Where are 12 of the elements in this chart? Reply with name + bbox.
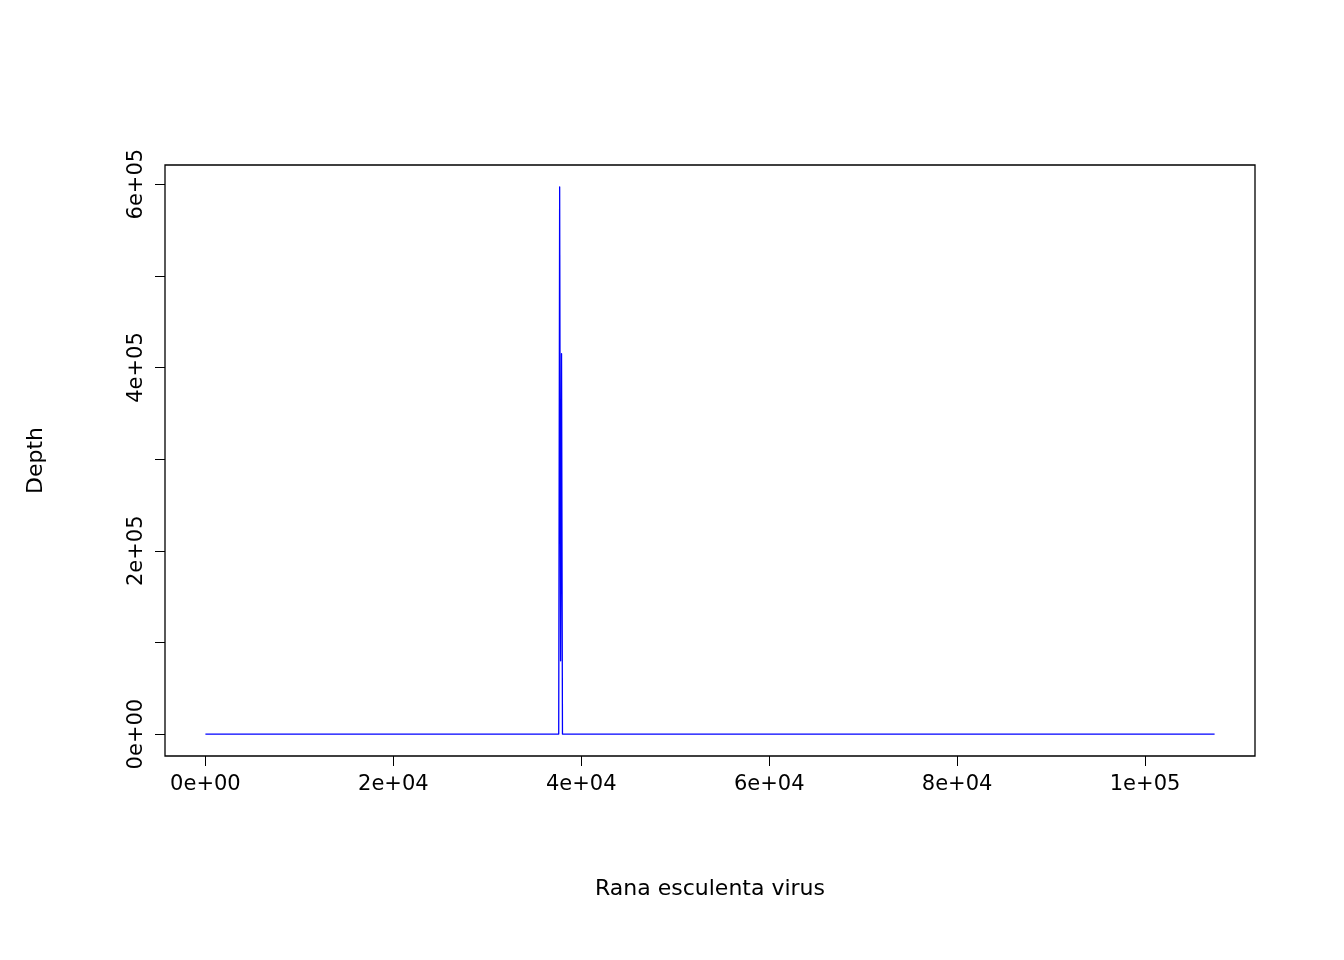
x-tick-label: 1e+05 <box>1109 770 1181 795</box>
x-tick-label: 4e+04 <box>545 770 617 795</box>
y-tick-label: 4e+05 <box>123 332 147 403</box>
x-tick-label: 0e+00 <box>170 770 241 795</box>
y-tick-label: 2e+05 <box>123 515 147 587</box>
x-tick-label: 2e+04 <box>358 770 429 795</box>
x-tick-label: 6e+04 <box>733 770 805 795</box>
x-tick-label: 8e+04 <box>921 770 993 795</box>
x-axis-title: Rana esculenta virus <box>594 874 826 900</box>
y-axis-title: Depth <box>21 426 47 495</box>
y-tick-label: 6e+05 <box>123 148 147 220</box>
line-series <box>204 186 1216 735</box>
